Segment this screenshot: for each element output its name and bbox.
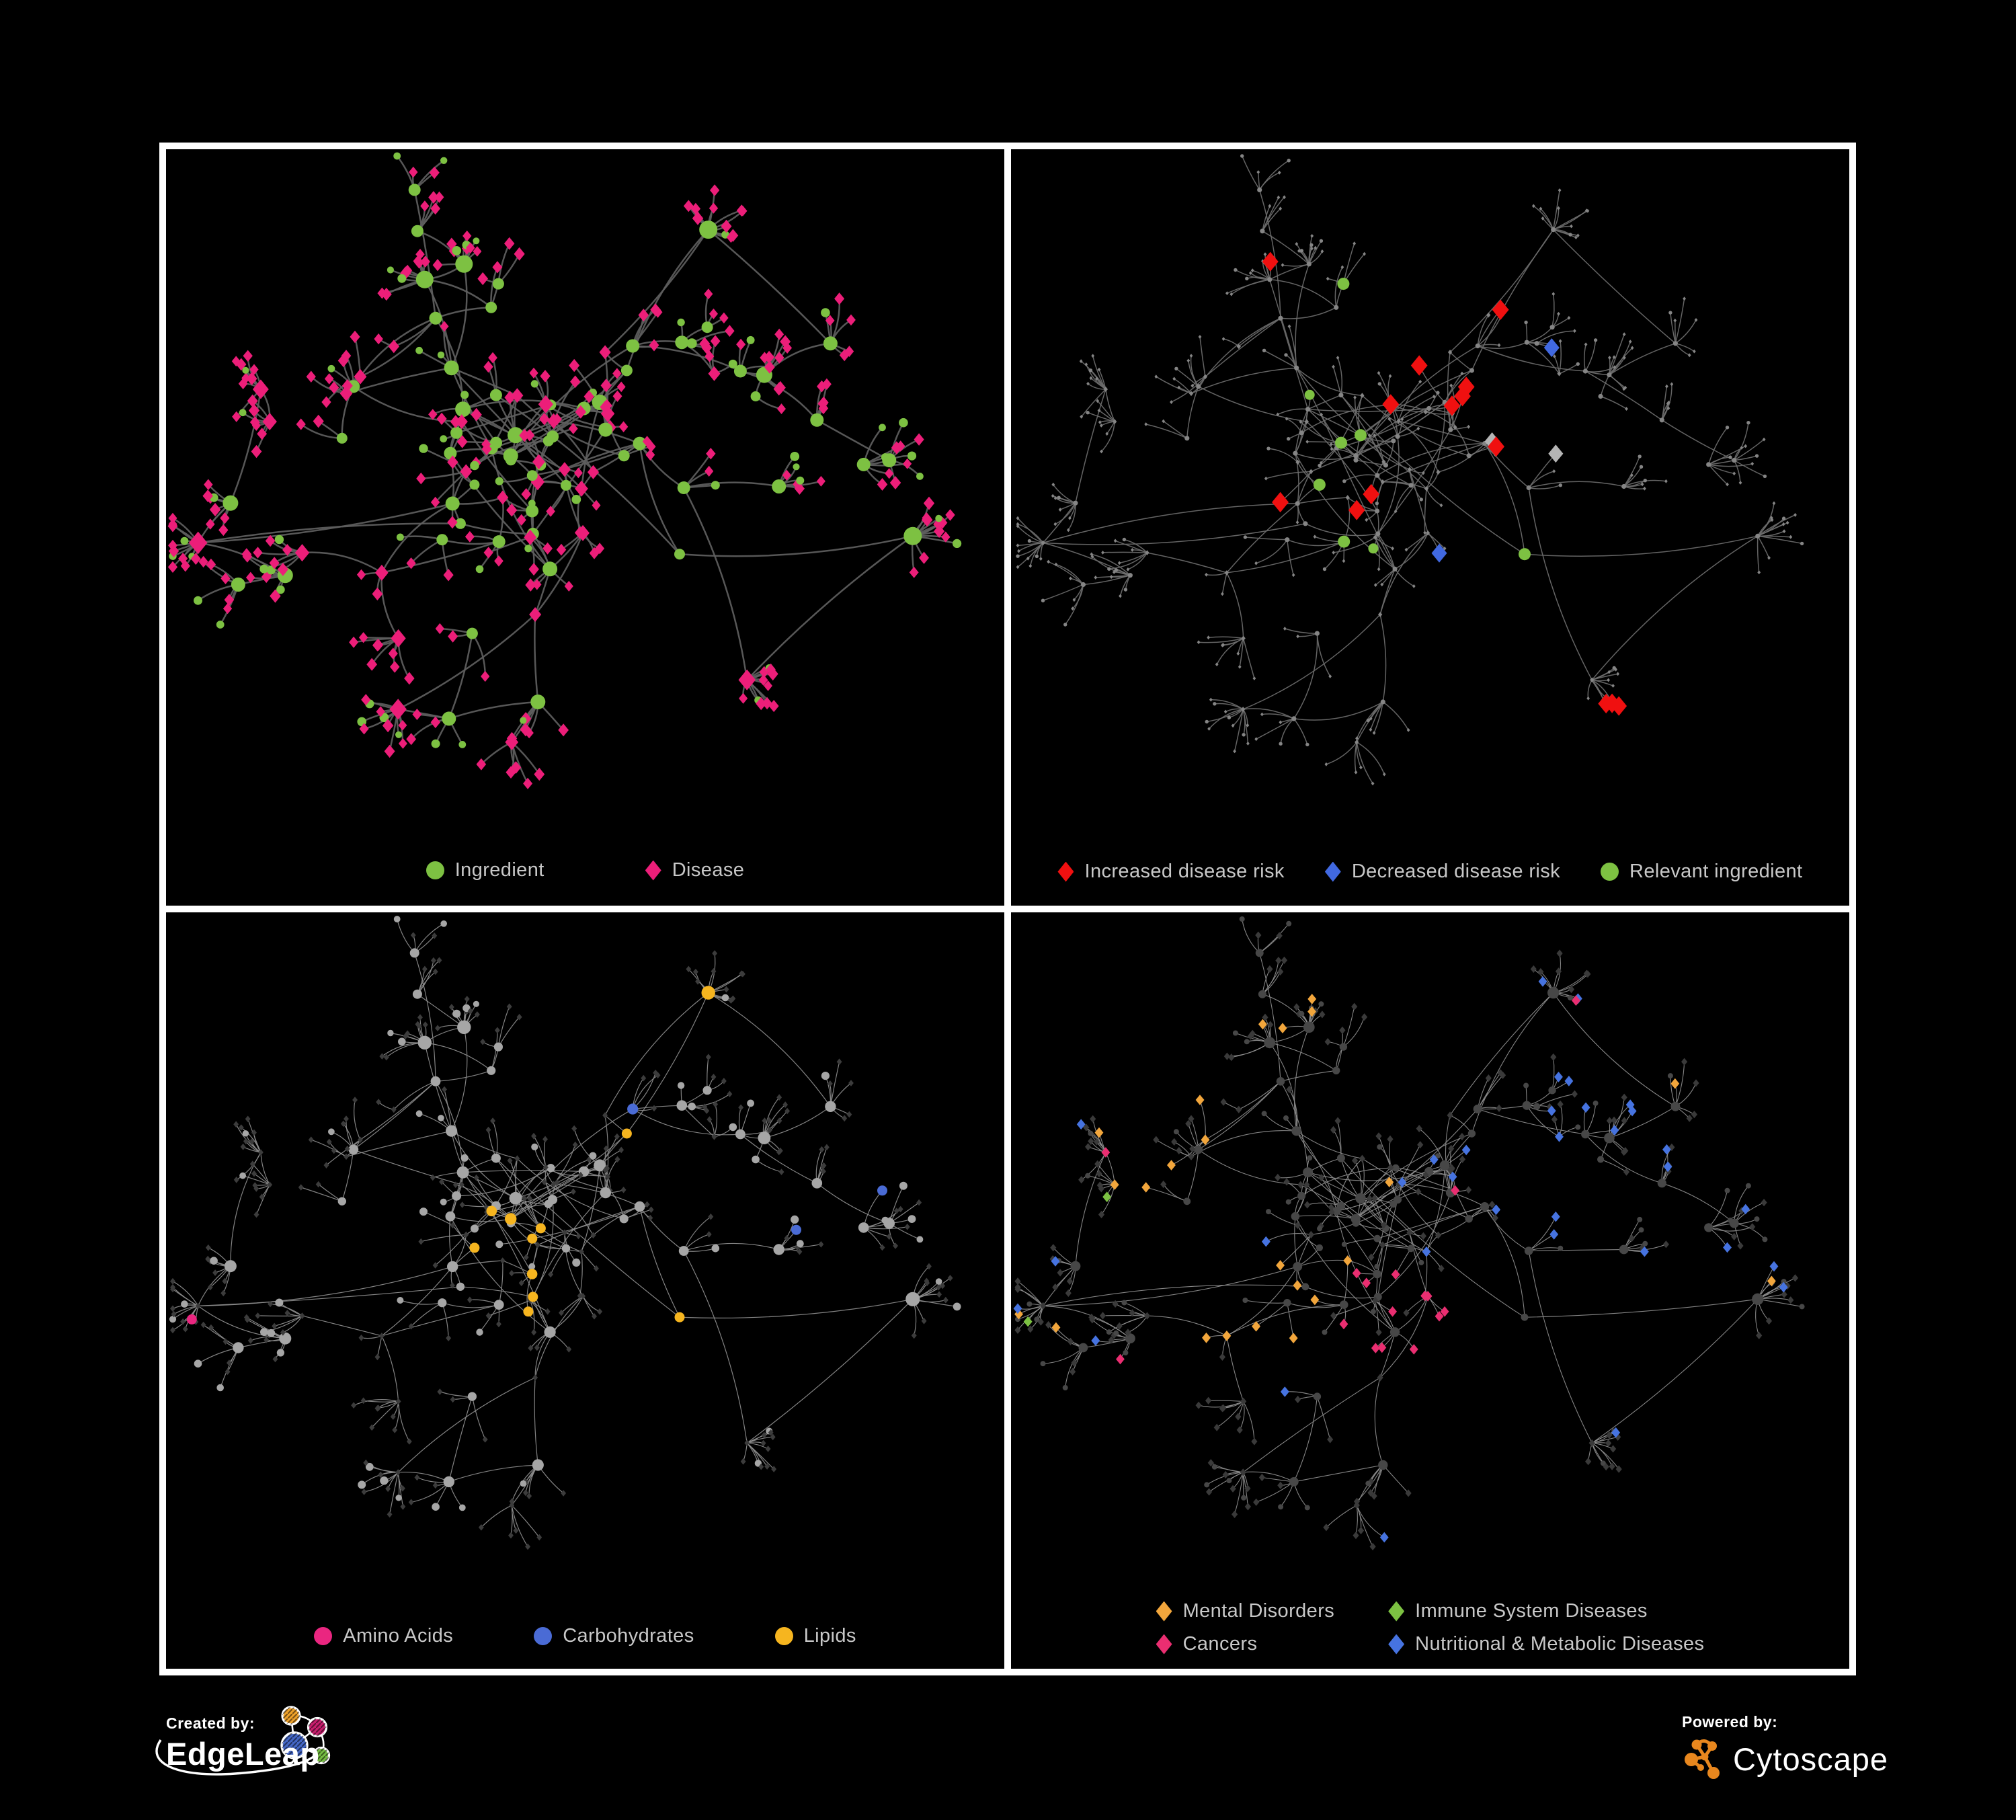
legend-ingredient-classes: Amino Acids Carbohydrates Lipids bbox=[166, 1625, 1004, 1647]
cytoscape-logo-nodes bbox=[1685, 1739, 1720, 1779]
mental-disorders-marker-icon bbox=[1156, 1601, 1172, 1622]
legend-label: Lipids bbox=[803, 1625, 856, 1647]
network-graph-ingredient-disease bbox=[167, 152, 962, 789]
legend-item: Cancers bbox=[1156, 1633, 1335, 1655]
legend-item: Disease bbox=[645, 859, 745, 881]
network-graph-ingredient-classes bbox=[169, 916, 961, 1550]
network-graph-disease-classes bbox=[1013, 916, 1805, 1550]
amino-acids-marker-icon bbox=[314, 1627, 333, 1645]
immune-system-marker-icon bbox=[1388, 1601, 1405, 1622]
legend-label: Relevant ingredient bbox=[1629, 861, 1803, 882]
created-by-block: Created by: EdgeLeap bbox=[166, 1714, 320, 1772]
cytoscape-wordmark: Cytoscape bbox=[1733, 1741, 1889, 1777]
legend-ingredient-disease: Ingredient Disease bbox=[166, 859, 1004, 881]
powered-by-block: Powered by: bbox=[1682, 1713, 1888, 1782]
legend-item: Relevant ingredient bbox=[1601, 861, 1802, 883]
legend-item: Nutritional & Metabolic Diseases bbox=[1388, 1633, 1704, 1655]
legend-item: Decreased disease risk bbox=[1324, 861, 1561, 883]
legend-label: Ingredient bbox=[454, 859, 545, 881]
decreased-risk-marker-icon bbox=[1324, 861, 1341, 882]
relevant-ingredient-marker-icon bbox=[1601, 863, 1619, 881]
powered-by-label: Powered by: bbox=[1682, 1713, 1778, 1731]
panel-disease-risk: Increased disease risk Decreased disease… bbox=[1011, 149, 1849, 906]
legend-label: Increased disease risk bbox=[1084, 861, 1285, 882]
legend-label: Cancers bbox=[1182, 1633, 1258, 1655]
legend-label: Disease bbox=[672, 859, 745, 881]
legend-label: Decreased disease risk bbox=[1351, 861, 1561, 882]
panel-disease-classes: Mental Disorders Immune System Diseases … bbox=[1011, 912, 1849, 1669]
legend-item: Lipids bbox=[774, 1625, 856, 1647]
network-graph-disease-risk bbox=[1016, 154, 1804, 786]
increased-risk-marker-icon bbox=[1057, 861, 1074, 882]
edgeleap-logo bbox=[155, 1706, 331, 1776]
legend-label: Nutritional & Metabolic Diseases bbox=[1415, 1633, 1705, 1655]
legend-disease-classes: Mental Disorders Immune System Diseases … bbox=[1011, 1600, 1849, 1655]
legend-item: Mental Disorders bbox=[1156, 1600, 1335, 1622]
created-by-label: Created by: bbox=[166, 1714, 255, 1732]
cancers-marker-icon bbox=[1156, 1634, 1172, 1655]
carbohydrates-marker-icon bbox=[534, 1627, 553, 1645]
legend-label: Amino Acids bbox=[343, 1625, 454, 1647]
legend-disease-risk: Increased disease risk Decreased disease… bbox=[1011, 861, 1849, 883]
legend-item: Carbohydrates bbox=[534, 1625, 694, 1647]
lipids-marker-icon bbox=[774, 1627, 793, 1645]
panel-ingredient-classes: Amino Acids Carbohydrates Lipids bbox=[166, 912, 1004, 1669]
legend-item: Immune System Diseases bbox=[1388, 1600, 1704, 1622]
legend-label: Carbohydrates bbox=[563, 1625, 694, 1647]
edgeleap-wordmark: EdgeLeap bbox=[166, 1736, 320, 1772]
legend-item: Amino Acids bbox=[314, 1625, 453, 1647]
edgeleap-logo-nodes bbox=[280, 1706, 331, 1765]
panel-ingredient-disease: Ingredient Disease bbox=[166, 149, 1004, 906]
legend-item: Ingredient bbox=[426, 859, 545, 881]
ingredient-marker-icon bbox=[426, 861, 444, 879]
cytoscape-logo bbox=[1685, 1739, 1720, 1779]
disease-marker-icon bbox=[645, 860, 661, 881]
panel-grid: Ingredient Disease Increased disease ris… bbox=[159, 143, 1856, 1675]
legend-label: Mental Disorders bbox=[1182, 1600, 1335, 1622]
nutritional-metabolic-marker-icon bbox=[1388, 1634, 1405, 1655]
legend-label: Immune System Diseases bbox=[1415, 1600, 1648, 1622]
legend-item: Increased disease risk bbox=[1057, 861, 1284, 883]
